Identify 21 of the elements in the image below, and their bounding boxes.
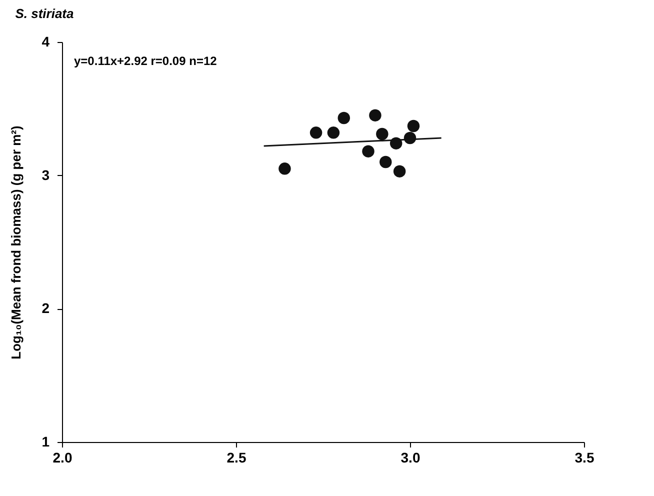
y-tick-label: 1 — [42, 434, 50, 450]
point — [338, 112, 350, 124]
x-tick-label: 2.0 — [52, 450, 72, 466]
y-tick-label: 3 — [42, 166, 50, 183]
chart-title: S. stiriata — [15, 6, 74, 21]
x-tick-label: 3.0 — [400, 450, 420, 466]
annotation: y=0.11x+2.92 r=0.09 n=12 — [74, 54, 218, 68]
point — [407, 120, 420, 132]
point — [376, 128, 388, 140]
point — [380, 156, 392, 168]
x-tick-label: 3.5 — [574, 450, 594, 466]
point — [393, 165, 406, 178]
y-tick-label: 4 — [42, 34, 50, 50]
point — [327, 126, 340, 139]
point — [362, 145, 374, 158]
y-axis-title: Log₁₀(Mean frond biomass) (g per m²) — [8, 126, 24, 360]
point — [369, 109, 382, 122]
y-tick-label: 2 — [42, 300, 50, 316]
x-tick-label: 2.5 — [226, 450, 246, 466]
point — [310, 126, 322, 139]
point — [278, 162, 291, 175]
